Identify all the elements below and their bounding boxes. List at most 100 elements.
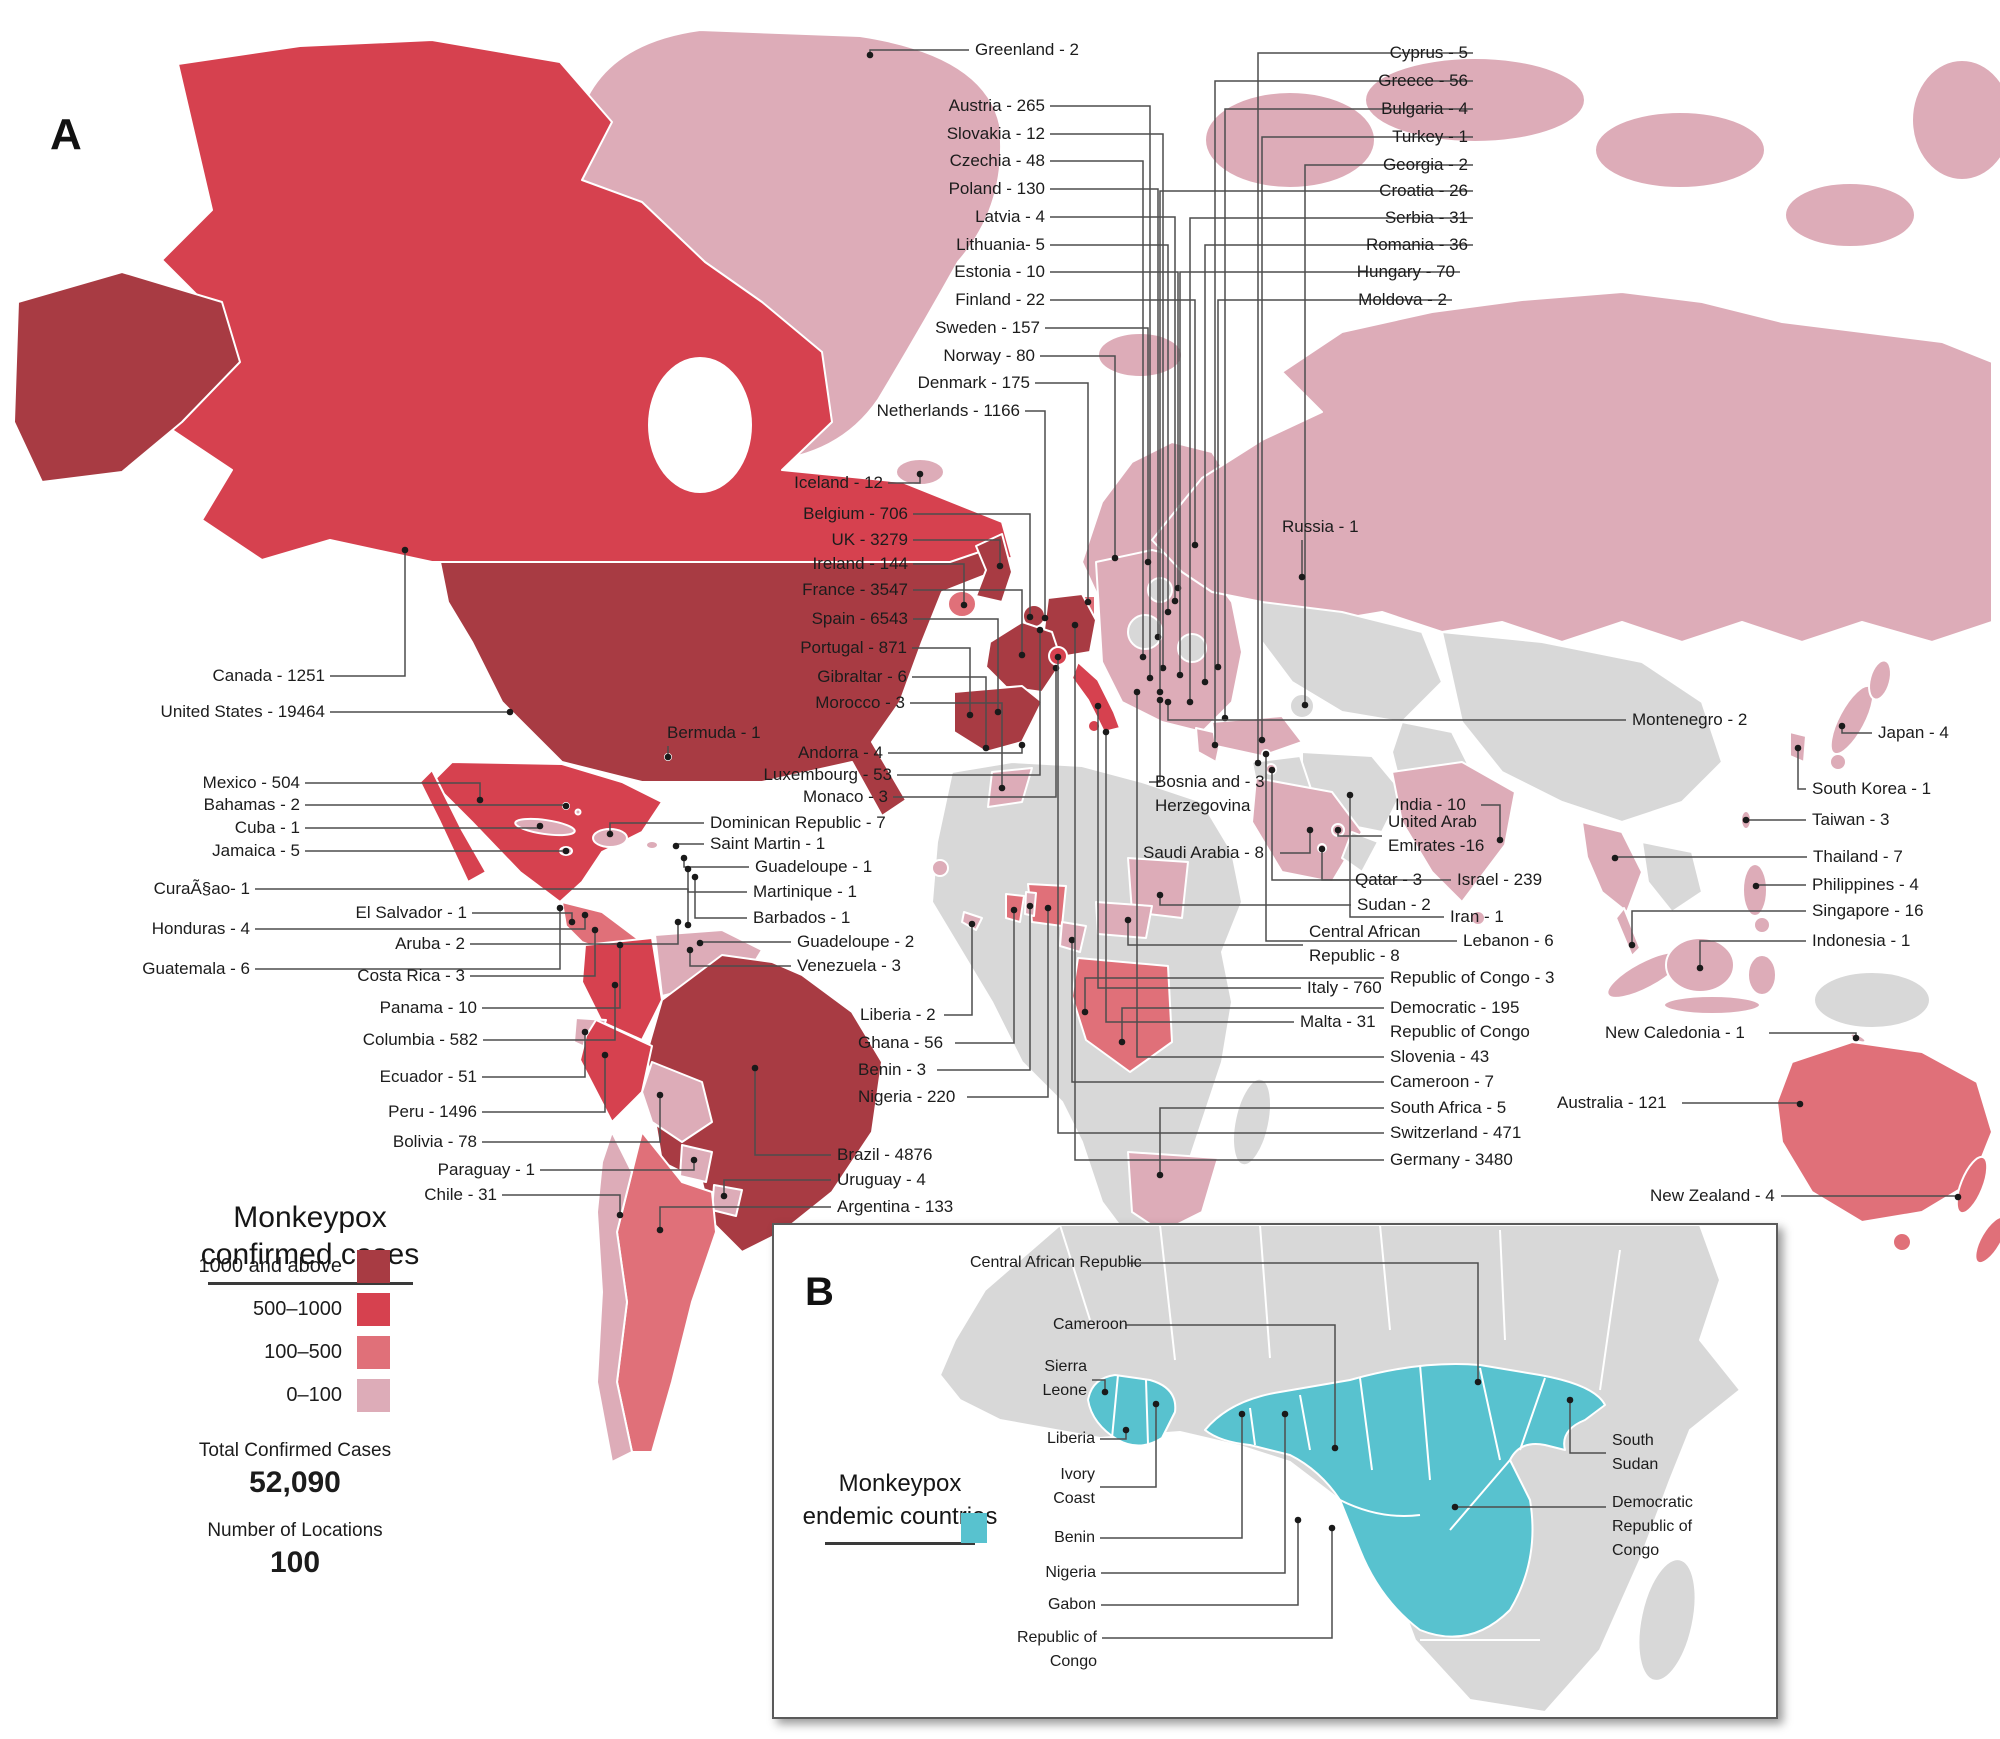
- leader-dot: [556, 904, 564, 912]
- leader-dot: [696, 939, 704, 947]
- leader-dot: [686, 946, 694, 954]
- leader-line: [955, 910, 1015, 1044]
- leader-dot: [1696, 964, 1704, 972]
- leader-line: [944, 924, 973, 1016]
- leader-line: [1159, 895, 1351, 906]
- leader-dot: [1268, 766, 1276, 774]
- leader-dot: [672, 842, 680, 850]
- leader-dot: [1334, 826, 1342, 834]
- map-label: South Korea - 1: [1812, 779, 1932, 798]
- leader-dot: [1262, 750, 1270, 758]
- leader-dot: [536, 822, 544, 830]
- leader-dot: [1124, 916, 1132, 924]
- map-label: Greece - 56: [1378, 71, 1468, 90]
- leader-dot: [1346, 791, 1354, 799]
- leader-line: [1100, 1430, 1127, 1440]
- map-label: Uruguay - 4: [837, 1170, 926, 1189]
- leader-dot: [1164, 608, 1172, 616]
- leader-dot: [1752, 882, 1760, 890]
- leader-dot: [1254, 759, 1262, 767]
- leader-line: [1699, 940, 1806, 968]
- leader-dot: [568, 918, 576, 926]
- map-label: Costa Rica - 3: [357, 966, 465, 985]
- map-label: Poland - 130: [948, 179, 1045, 198]
- leader-dot: [1298, 573, 1306, 581]
- leader-line: [1337, 830, 1382, 837]
- leader-line: [1631, 910, 1806, 945]
- map-label: Saint Martin - 1: [710, 834, 826, 853]
- leader-dot: [684, 921, 692, 929]
- legend-class-row: 100–500: [120, 1336, 390, 1369]
- leader-line: [1102, 1528, 1333, 1639]
- leader-line: [483, 985, 616, 1041]
- leader-line: [913, 539, 1001, 566]
- leader-dot: [1171, 597, 1179, 605]
- leader-dot: [1094, 702, 1102, 710]
- leader-line: [1149, 700, 1161, 783]
- leader-line: [1127, 920, 1303, 946]
- map-label: Paraguay - 1: [437, 1160, 535, 1179]
- leader-dot: [656, 1226, 664, 1234]
- leader-line: [1057, 657, 1384, 1134]
- leader-dot: [611, 981, 619, 989]
- leader-line: [1349, 795, 1444, 918]
- leader-dot: [656, 1091, 664, 1099]
- leader-line: [1050, 105, 1151, 678]
- map-label: Benin: [1054, 1529, 1095, 1546]
- leader-dot: [674, 918, 682, 926]
- leader-line: [1129, 1262, 1479, 1382]
- leader-dot: [916, 470, 924, 478]
- leader-line: [1159, 190, 1473, 692]
- leader-dot: [1026, 613, 1034, 621]
- map-label: Benin - 3: [858, 1060, 927, 1079]
- map-label: Morocco - 3: [815, 693, 905, 712]
- map-label: Venezuela - 3: [797, 956, 901, 975]
- leader-line: [1214, 80, 1473, 745]
- leader-line: [913, 563, 965, 605]
- leader-dot: [1201, 678, 1209, 686]
- leader-dot: [1238, 1410, 1246, 1418]
- map-label: United Arab Emirates -16: [1388, 812, 1485, 855]
- map-label: Columbia - 582: [362, 1030, 478, 1049]
- legend-class-row: 0–100: [120, 1379, 390, 1412]
- leader-line: [1040, 355, 1116, 558]
- leader-line: [893, 668, 1057, 798]
- leader-line: [913, 618, 999, 712]
- leader-line: [1050, 188, 1159, 637]
- map-label: Liberia: [1046, 1430, 1095, 1447]
- map-label: Sudan - 2: [1357, 895, 1431, 914]
- leader-line: [689, 950, 791, 967]
- map-label: Slovenia - 43: [1390, 1047, 1490, 1066]
- leader-dot: [982, 744, 990, 752]
- map-label: Democratic Republic of Congo: [1612, 1494, 1693, 1559]
- leader-dot: [664, 753, 672, 761]
- leader-dot: [1186, 698, 1194, 706]
- leader-dot: [476, 796, 484, 804]
- map-label: Central African Republic - 8: [1309, 922, 1421, 965]
- leader-line: [1050, 271, 1179, 588]
- map-label: Liberia - 2: [860, 1005, 936, 1024]
- leader-line: [1304, 164, 1473, 705]
- map-label: CuraÃ§ao- 1: [153, 879, 250, 898]
- map-label: Ghana - 56: [858, 1033, 944, 1052]
- leader-dot: [1133, 688, 1141, 696]
- leader-dot: [606, 830, 614, 838]
- legend-title-underline: [207, 1282, 413, 1285]
- map-label: Moldova - 2: [1358, 290, 1447, 309]
- leader-line: [1050, 216, 1176, 601]
- map-label: Cyprus - 5: [1389, 43, 1468, 62]
- map-label: Italy - 760: [1307, 978, 1382, 997]
- map-label: Honduras - 4: [151, 919, 250, 938]
- leader-line: [1481, 804, 1501, 840]
- leader-line: [540, 1160, 695, 1171]
- leader-line: [470, 922, 679, 945]
- leader-line: [683, 858, 749, 868]
- map-label: UK - 3279: [831, 530, 908, 549]
- leader-dot: [1010, 906, 1018, 914]
- leader-line: [888, 474, 921, 484]
- map-label: Monaco - 3: [802, 787, 888, 806]
- leader-dot: [1156, 891, 1164, 899]
- map-label: Brazil - 4876: [837, 1145, 933, 1164]
- leader-line: [1121, 1007, 1384, 1042]
- map-label: Sweden - 157: [935, 318, 1040, 337]
